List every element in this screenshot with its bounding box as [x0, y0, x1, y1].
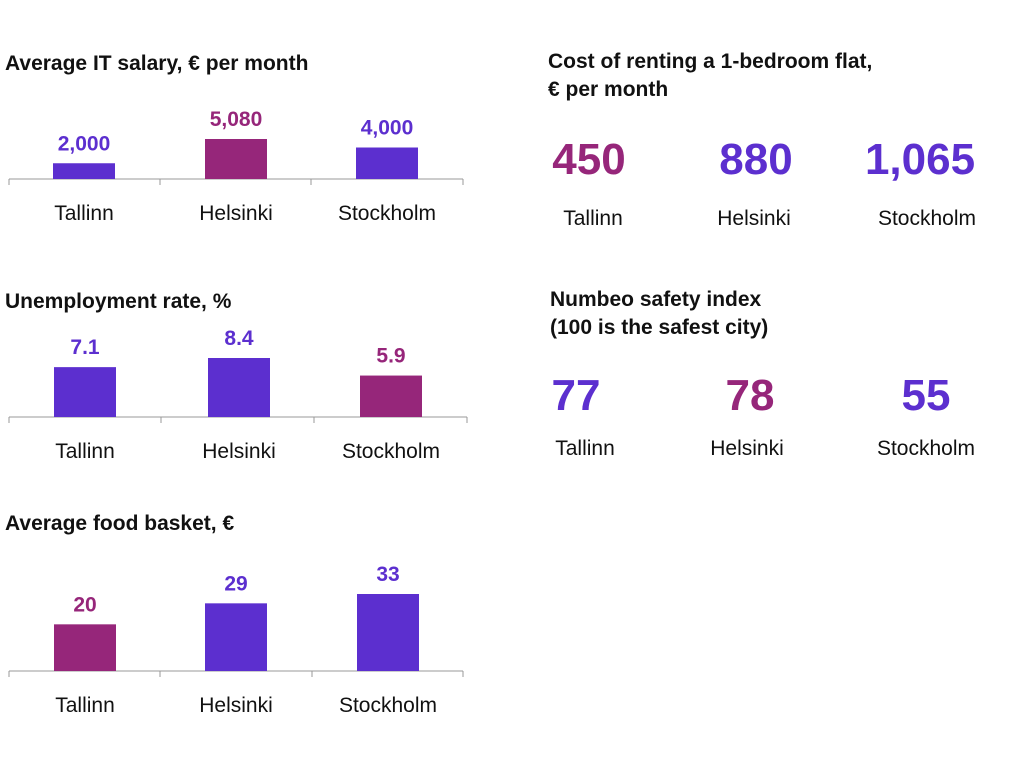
- salary-value-label-stockholm: 4,000: [361, 117, 414, 140]
- salary-chart-title: Average IT salary, € per month: [5, 52, 309, 75]
- safety-value-tallinn: 77: [551, 371, 601, 420]
- safety-title-line2: (100 is the safest city): [550, 316, 769, 339]
- safety-label-tallinn: Tallinn: [555, 437, 615, 460]
- unemployment-chart-title: Unemployment rate, %: [5, 290, 232, 313]
- unemployment-bar-stockholm: [360, 375, 422, 417]
- rent-label-helsinki: Helsinki: [717, 207, 791, 230]
- unemployment-value-label-tallinn: 7.1: [70, 336, 100, 359]
- salary-value-label-helsinki: 5,080: [210, 108, 263, 131]
- rent-value-helsinki: 880: [719, 135, 793, 184]
- salary-value-label-tallinn: 2,000: [58, 132, 111, 155]
- safety-value-stockholm: 55: [901, 371, 951, 420]
- safety-label-stockholm: Stockholm: [876, 437, 976, 460]
- unemployment-category-label-tallinn: Tallinn: [55, 440, 115, 463]
- rent-title-line2: € per month: [548, 78, 669, 101]
- rent-label-stockholm: Stockholm: [877, 207, 977, 230]
- salary-bar-stockholm: [356, 147, 418, 179]
- safety-label-helsinki: Helsinki: [710, 437, 784, 460]
- food-bar-helsinki: [205, 603, 267, 671]
- safety-title-line1: Numbeo safety index: [550, 288, 762, 311]
- food-category-label-stockholm: Stockholm: [339, 694, 437, 717]
- food-category-label-tallinn: Tallinn: [55, 694, 115, 717]
- food-value-label-stockholm: 33: [376, 563, 399, 586]
- food-bar-tallinn: [54, 624, 116, 671]
- food-value-label-helsinki: 29: [224, 572, 247, 595]
- safety-value-helsinki: 78: [725, 371, 775, 420]
- salary-category-label-stockholm: Stockholm: [338, 202, 436, 225]
- rent-label-tallinn: Tallinn: [563, 207, 623, 230]
- rent-value-tallinn: 450: [552, 135, 626, 184]
- safety-panel-title: Numbeo safety index (100 is the safest c…: [550, 286, 768, 342]
- rent-panel-title: Cost of renting a 1-bedroom flat, € per …: [548, 48, 872, 104]
- food-category-label-helsinki: Helsinki: [199, 694, 273, 717]
- unemployment-category-label-stockholm: Stockholm: [342, 440, 440, 463]
- unemployment-category-label-helsinki: Helsinki: [202, 440, 276, 463]
- salary-bar-helsinki: [205, 139, 267, 179]
- unemployment-bar-tallinn: [54, 367, 116, 417]
- salary-bar-tallinn: [53, 163, 115, 179]
- salary-category-label-helsinki: Helsinki: [199, 202, 273, 225]
- unemployment-value-label-helsinki: 8.4: [224, 327, 254, 350]
- food-chart-title: Average food basket, €: [5, 512, 235, 535]
- unemployment-value-label-stockholm: 5.9: [376, 345, 405, 368]
- food-bar-stockholm: [357, 594, 419, 671]
- food-value-label-tallinn: 20: [73, 593, 96, 616]
- rent-title-line1: Cost of renting a 1-bedroom flat,: [548, 50, 873, 73]
- salary-category-label-tallinn: Tallinn: [54, 202, 114, 225]
- rent-value-stockholm: 1,065: [864, 135, 976, 184]
- unemployment-bar-helsinki: [208, 358, 270, 417]
